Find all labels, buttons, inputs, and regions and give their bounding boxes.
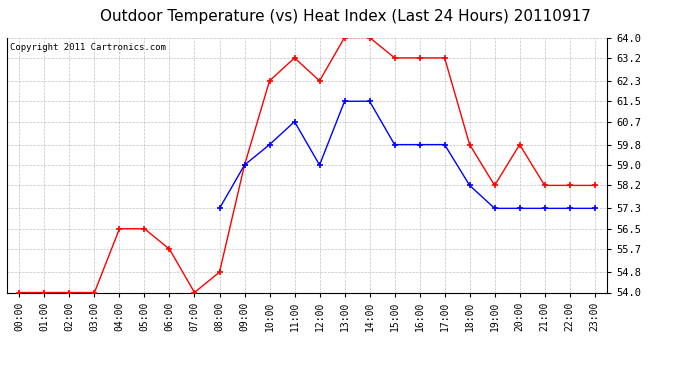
Text: Copyright 2011 Cartronics.com: Copyright 2011 Cartronics.com bbox=[10, 43, 166, 52]
Text: Outdoor Temperature (vs) Heat Index (Last 24 Hours) 20110917: Outdoor Temperature (vs) Heat Index (Las… bbox=[99, 9, 591, 24]
